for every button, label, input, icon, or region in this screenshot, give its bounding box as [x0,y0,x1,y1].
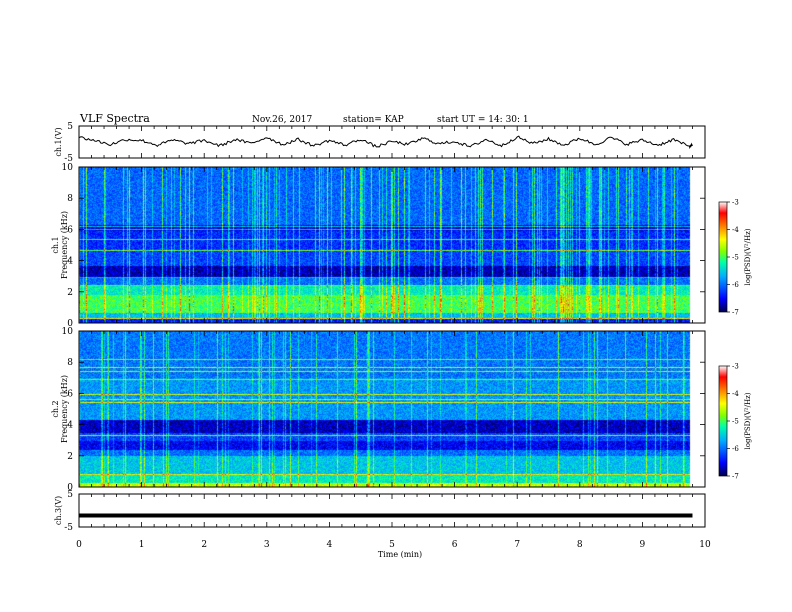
y-tick-label: 2 [67,452,73,462]
colorbar-tick-label: -6 [732,445,739,453]
y-axis-label: ch.3(V) [54,496,63,525]
y-tick-label: 4 [67,257,73,267]
y-tick-label: 5 [67,122,73,132]
colorbar-label: log(PSD)(V²/Hz) [744,392,752,449]
ch3-waveform-panel: 5 -5ch.3(V) 0 1 2 3 4 5 6 7 8 9 10 [54,490,711,550]
x-tick-label: 10 [699,540,711,550]
header-station: station= KAP [343,115,404,125]
y-tick-label: 6 [67,225,73,235]
x-tick-label: 0 [76,540,82,550]
y-axis-label: ch.1 [51,236,60,253]
ch1-spectrogram-panel: 0 2 4 6 8 10 ch.1 Frequency (kHz) [51,163,706,329]
y-tick-label: 8 [67,194,73,204]
colorbar-tick-label: -5 [732,254,739,262]
colorbar-tick-label: -4 [732,226,739,234]
y-tick-label: 10 [62,163,74,173]
ch2-spectrogram-image [79,331,692,487]
y-tick-label: 10 [62,327,74,337]
colorbar-label: log(PSD)(V²/Hz) [744,228,752,285]
ch2-spectrogram-panel: 0 2 4 6 8 10 ch.2 Frequency (kHz) [51,327,706,493]
y-axis-label: Frequency (kHz) [60,375,69,443]
x-tick-label: 4 [327,540,333,550]
header-start-time: start UT = 14: 30: 1 [437,115,529,125]
y-axis-label: ch.1(V) [54,127,63,156]
header-date: Nov.26, 2017 [252,115,313,125]
colorbar-tick-label: -5 [732,418,739,426]
x-axis-label: Time (min) [378,550,422,559]
x-tick-label: 6 [452,540,458,550]
y-tick-label: 2 [67,288,73,298]
ch1-colorbar: -3 -4 -5 -6 -7 log(PSD)(V²/Hz) [718,199,752,317]
ch2-colorbar: -3 -4 -5 -6 -7 log(PSD)(V²/Hz) [718,363,752,481]
colorbar-tick-label: -6 [732,281,739,289]
x-tick-label: 1 [139,540,145,550]
colorbar-tick-label: -3 [732,363,739,371]
y-tick-label: -5 [64,523,73,533]
y-tick-label: 0 [67,319,73,329]
colorbar-tick-label: -4 [732,390,739,398]
x-tick-label: 3 [264,540,270,550]
x-tick-label: 8 [577,540,583,550]
ch1-spectrogram-image [79,167,692,323]
x-tick-label: 2 [201,540,207,550]
y-tick-label: 5 [67,490,73,500]
waveform-trace [78,135,693,150]
figure-title: VLF Spectra [79,112,150,125]
x-tick-label: 7 [514,540,520,550]
colorbar-tick-label: -3 [732,199,739,207]
colorbar-scale [718,201,728,313]
y-tick-label: 4 [67,421,73,431]
ch1-waveform-panel: 5 -5ch.1(V) [54,122,706,164]
colorbar-tick-label: -7 [732,473,739,481]
y-tick-label: 8 [67,358,73,368]
colorbar-scale [718,365,728,477]
y-axis-label: Frequency (kHz) [60,211,69,279]
y-tick-label: -5 [64,154,73,164]
y-tick-label: 6 [67,389,73,399]
colorbar-tick-label: -7 [732,309,739,317]
x-tick-label: 5 [389,540,395,550]
y-axis-label: ch.2 [51,400,60,417]
x-tick-label: 9 [640,540,646,550]
y-tick-label: 0 [67,483,73,493]
